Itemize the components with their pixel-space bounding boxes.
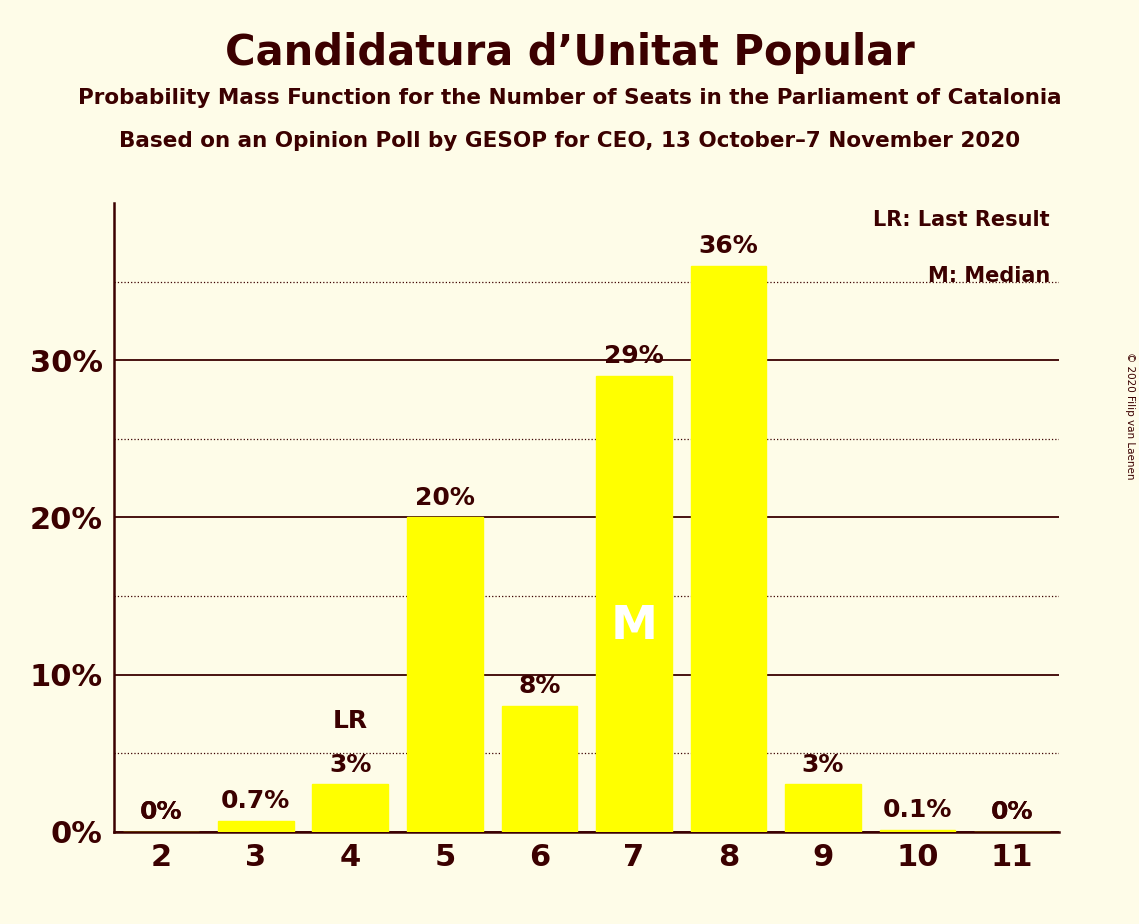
- Text: 3%: 3%: [802, 753, 844, 776]
- Bar: [218, 821, 294, 832]
- Text: 0%: 0%: [991, 800, 1033, 824]
- Text: 0%: 0%: [140, 800, 182, 824]
- Text: 36%: 36%: [698, 235, 759, 258]
- Text: LR: LR: [333, 709, 368, 733]
- Bar: [501, 706, 577, 832]
- Bar: [312, 784, 388, 832]
- Text: 0%: 0%: [991, 800, 1033, 824]
- Bar: [596, 376, 672, 832]
- Bar: [407, 517, 483, 832]
- Text: LR: Last Result: LR: Last Result: [874, 210, 1050, 229]
- Text: Candidatura d’Unitat Popular: Candidatura d’Unitat Popular: [224, 32, 915, 74]
- Text: 20%: 20%: [415, 486, 475, 509]
- Bar: [690, 266, 767, 832]
- Text: 8%: 8%: [518, 675, 560, 699]
- Bar: [785, 784, 861, 832]
- Text: 0%: 0%: [140, 800, 182, 824]
- Text: M: Median: M: Median: [927, 266, 1050, 286]
- Text: M: M: [611, 604, 657, 650]
- Text: 0.1%: 0.1%: [883, 798, 952, 822]
- Text: Probability Mass Function for the Number of Seats in the Parliament of Catalonia: Probability Mass Function for the Number…: [77, 88, 1062, 108]
- Text: © 2020 Filip van Laenen: © 2020 Filip van Laenen: [1125, 352, 1134, 480]
- Text: 29%: 29%: [604, 345, 664, 368]
- Text: 0.7%: 0.7%: [221, 789, 290, 813]
- Text: Based on an Opinion Poll by GESOP for CEO, 13 October–7 November 2020: Based on an Opinion Poll by GESOP for CE…: [118, 131, 1021, 152]
- Bar: [879, 830, 956, 832]
- Text: 3%: 3%: [329, 753, 371, 776]
